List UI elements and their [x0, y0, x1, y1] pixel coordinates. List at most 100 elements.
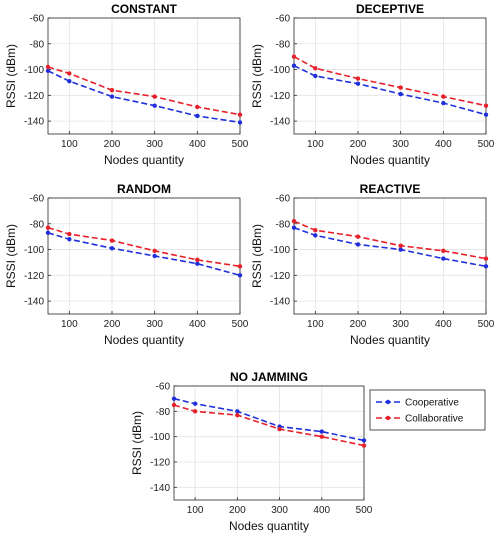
constant-collaborative-line [47, 66, 241, 116]
deceptive-title: DECEPTIVE [356, 2, 424, 16]
random-collaborative-point [152, 248, 157, 254]
random-ytick-label: -120 [24, 271, 44, 282]
reactive-ytick-label: -80 [276, 219, 291, 230]
constant-cooperative-point [67, 78, 72, 84]
constant-xtick-label: 400 [189, 139, 206, 150]
random-cooperative-point [109, 246, 115, 251]
reactive-xlabel: Nodes quantity [350, 333, 430, 347]
random-cooperative-point [67, 237, 72, 242]
reactive-collaborative-point [355, 234, 361, 239]
random-cooperative-point [195, 261, 200, 266]
random-xtick-label: 400 [189, 319, 206, 330]
no-jamming-cooperative-point [171, 396, 177, 401]
random-collaborative-point [237, 264, 243, 269]
no-jamming-collaborative-point [171, 402, 177, 408]
deceptive-xtick-label: 500 [478, 139, 495, 150]
no-jamming-ytick-label: -100 [150, 432, 170, 443]
deceptive-collaborative-point [291, 54, 297, 59]
no-jamming-ytick-label: -120 [150, 458, 170, 469]
legend: Cooperative Collaborative [369, 389, 486, 431]
reactive-cooperative-point [355, 242, 361, 247]
random-xtick-label: 300 [146, 319, 163, 330]
reactive-xtick-label: 200 [350, 319, 367, 330]
no-jamming-xlabel: Nodes quantity [229, 519, 309, 533]
no-jamming-cooperative-point [319, 429, 324, 434]
deceptive-cooperative-point [291, 63, 297, 68]
deceptive-cooperative-point [483, 112, 489, 117]
no-jamming-collaborative-point [361, 443, 367, 448]
reactive-cooperative-line [293, 226, 487, 268]
deceptive-collaborative-line [293, 55, 487, 107]
reactive-cooperative-point [291, 225, 297, 230]
no-jamming-xtick-label: 300 [271, 505, 288, 516]
random-ytick-label: -140 [24, 297, 44, 308]
no-jamming-cooperative-point [361, 438, 367, 443]
reactive-title: REACTIVE [360, 182, 421, 196]
deceptive-xlabel: Nodes quantity [350, 153, 430, 167]
constant-ylabel: RSSI (dBm) [4, 44, 18, 108]
reactive-collaborative-point [313, 228, 318, 233]
random-cooperative-point [152, 253, 157, 259]
constant-cooperative-point [45, 68, 51, 74]
no-jamming-ytick-label: -80 [156, 407, 171, 418]
deceptive-axes-frame [293, 17, 487, 135]
reactive-xtick-label: 500 [478, 319, 495, 330]
constant-axes-frame [47, 17, 241, 135]
no-jamming-ytick-label: -140 [150, 483, 170, 494]
legend-cooperative-marker [385, 399, 391, 405]
deceptive-cooperative-point [355, 81, 361, 86]
no-jamming-xtick-label: 100 [187, 505, 204, 516]
deceptive-xtick-label: 100 [307, 139, 324, 150]
random-collaborative-point [109, 238, 115, 243]
legend-box [369, 389, 486, 431]
legend-collaborative-label: Collaborative [405, 414, 464, 425]
constant-cooperative-point [109, 94, 115, 99]
constant-xtick-label: 100 [61, 139, 78, 150]
constant-collaborative-point [67, 71, 72, 76]
constant-xtick-label: 300 [146, 139, 163, 150]
deceptive-xtick-label: 400 [435, 139, 452, 150]
reactive-ytick-label: -120 [270, 271, 290, 282]
random-ytick-label: -60 [30, 194, 45, 205]
random-ytick-label: -80 [30, 219, 45, 230]
legend-cooperative-label: Cooperative [405, 398, 459, 409]
random-cooperative-line [47, 232, 241, 277]
deceptive-collaborative-point [483, 103, 489, 108]
plot-reactive: 100 200 300 400 500 -60 -80 -100 -120 -140 REACTIV… [250, 182, 495, 347]
random-xtick-label: 100 [61, 319, 78, 330]
deceptive-ytick-label: -80 [276, 39, 291, 50]
deceptive-cooperative-point [313, 73, 318, 79]
constant-collaborative-point [152, 94, 157, 99]
reactive-cooperative-point [313, 233, 318, 238]
no-jamming-ytick-label: -60 [156, 382, 171, 393]
constant-collaborative-point [195, 104, 200, 110]
random-collaborative-point [67, 231, 72, 237]
reactive-xtick-label: 300 [392, 319, 409, 330]
constant-cooperative-point [152, 103, 157, 108]
reactive-xtick-label: 400 [435, 319, 452, 330]
random-title: RANDOM [117, 182, 171, 196]
random-axes-frame [47, 197, 241, 315]
no-jamming-xtick-label: 400 [313, 505, 330, 516]
constant-title: CONSTANT [111, 2, 177, 16]
reactive-xtick-label: 100 [307, 319, 324, 330]
no-jamming-xtick-label: 200 [229, 505, 246, 516]
reactive-axes-frame [293, 197, 487, 315]
constant-ytick-label: -80 [30, 39, 45, 50]
deceptive-ylabel: RSSI (dBm) [250, 44, 264, 108]
no-jamming-cooperative-point [235, 409, 240, 414]
no-jamming-cooperative-line [173, 397, 365, 442]
no-jamming-axes-frame [173, 385, 365, 501]
deceptive-ytick-label: -60 [276, 14, 291, 25]
constant-cooperative-point [195, 113, 200, 119]
deceptive-ytick-label: -100 [270, 65, 290, 76]
plot-constant: 100 200 300 400 500 -60 -80 -100 -120 -140 CONSTAN… [4, 2, 249, 167]
random-collaborative-point [195, 257, 200, 263]
deceptive-cooperative-point [398, 91, 403, 97]
constant-ytick-label: -60 [30, 14, 45, 25]
reactive-collaborative-point [483, 256, 489, 261]
plot-no-jamming: 100 200 300 400 500 -60 -80 -100 -120 -140 NO JAMM… [130, 370, 373, 533]
deceptive-collaborative-point [398, 85, 403, 90]
no-jamming-collaborative-line [173, 404, 365, 447]
